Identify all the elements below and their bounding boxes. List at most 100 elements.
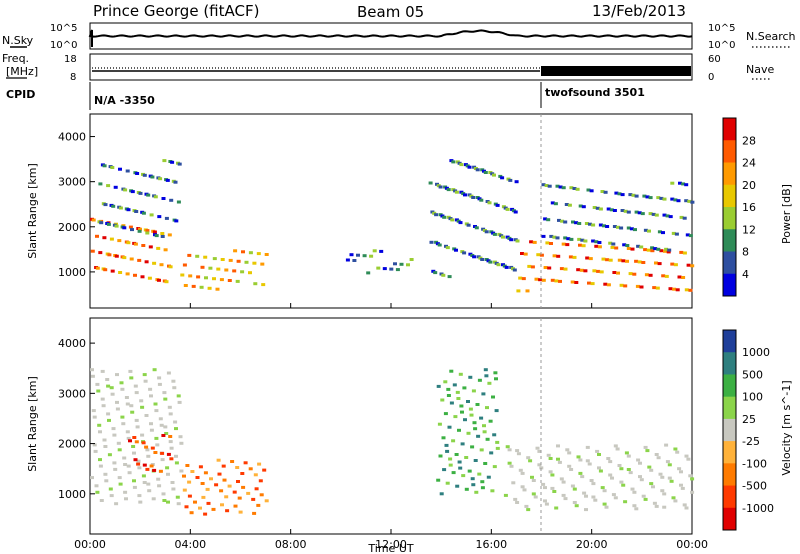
power-cell bbox=[675, 288, 680, 292]
power-cell bbox=[586, 188, 591, 192]
power-cell bbox=[556, 254, 561, 258]
power-cell bbox=[118, 206, 123, 210]
velocity-cell bbox=[225, 509, 230, 513]
velocity-cell bbox=[126, 464, 131, 468]
velocity-cell bbox=[132, 451, 136, 455]
power-cell bbox=[483, 171, 488, 174]
power-x-tickmarks bbox=[89, 303, 693, 308]
power-cell bbox=[574, 281, 579, 284]
velocity-cell bbox=[578, 471, 583, 475]
velocity-cell bbox=[171, 487, 176, 491]
velocity-cell bbox=[176, 502, 181, 506]
power-cell bbox=[614, 246, 619, 250]
power-cell bbox=[610, 245, 615, 249]
velocity-colorbar: 1000 500 100 25 -25 -100 -500 -1000 Velocity [m… bbox=[722, 329, 793, 531]
velocity-cell bbox=[100, 397, 105, 401]
velocity-cell bbox=[157, 382, 162, 386]
velocity-cell bbox=[232, 490, 237, 494]
power-cell bbox=[639, 245, 644, 249]
power-ylabel: Slant Range [km] bbox=[26, 163, 39, 259]
power-cell bbox=[636, 244, 641, 248]
power-cell bbox=[550, 278, 555, 282]
power-cell bbox=[588, 257, 593, 261]
velocity-cell bbox=[679, 483, 683, 487]
power-cell bbox=[157, 278, 161, 282]
power-cell bbox=[650, 249, 655, 253]
power-cell bbox=[505, 207, 510, 211]
nsky-tick-top: 10^5 bbox=[50, 23, 77, 34]
power-cell bbox=[154, 234, 159, 238]
power-cell bbox=[475, 168, 480, 172]
power-cell bbox=[648, 212, 653, 216]
power-cell bbox=[148, 245, 153, 249]
power-colorbar-swatch bbox=[723, 229, 736, 252]
velocity-cell bbox=[149, 394, 153, 398]
power-cell bbox=[612, 225, 617, 228]
velocity-cell bbox=[99, 499, 104, 502]
power-cell bbox=[688, 288, 693, 292]
velocity-cell bbox=[132, 479, 136, 483]
power-cell bbox=[134, 210, 139, 213]
power-cell bbox=[553, 202, 558, 206]
power-cell bbox=[399, 262, 404, 266]
velocity-cell bbox=[174, 461, 179, 465]
power-cell bbox=[639, 285, 644, 289]
power-cell bbox=[598, 207, 603, 211]
power-cell bbox=[152, 230, 157, 234]
power-cell bbox=[637, 211, 642, 215]
velocity-cell bbox=[569, 468, 574, 471]
velocity-cell bbox=[651, 485, 655, 489]
velocity-cell bbox=[593, 498, 598, 502]
velocity-cell bbox=[96, 389, 101, 393]
velocity-cell bbox=[654, 504, 659, 508]
velocity-cell bbox=[155, 443, 160, 447]
velocity-cell bbox=[105, 378, 110, 381]
velocity-cell bbox=[531, 479, 536, 482]
power-cell bbox=[590, 282, 595, 286]
power-cell bbox=[216, 267, 221, 271]
power-cell bbox=[133, 242, 138, 246]
power-cell bbox=[687, 199, 692, 203]
velocity-cell bbox=[472, 421, 477, 425]
velocity-cell bbox=[485, 406, 489, 410]
velocity-cell bbox=[211, 507, 216, 511]
velocity-cell bbox=[217, 472, 222, 476]
power-cell bbox=[655, 286, 660, 290]
velocity-cell bbox=[129, 376, 134, 380]
velocity-cell bbox=[438, 454, 443, 458]
velocity-cell bbox=[528, 459, 533, 463]
velocity-cell bbox=[171, 379, 176, 383]
power-cell bbox=[208, 266, 213, 270]
velocity-cell bbox=[526, 508, 531, 512]
velocity-cell bbox=[107, 453, 112, 457]
power-cell bbox=[126, 208, 131, 212]
power-cell bbox=[541, 183, 546, 187]
power-cell bbox=[158, 177, 163, 181]
velocity-cell bbox=[492, 465, 497, 469]
velocity-cell bbox=[140, 433, 145, 437]
power-cell bbox=[512, 268, 517, 272]
power-cell bbox=[141, 211, 146, 215]
power-cell bbox=[596, 269, 601, 273]
power-cell bbox=[674, 232, 679, 236]
power-cell bbox=[561, 186, 566, 190]
power-ytick-label: 2000 bbox=[58, 221, 86, 234]
velocity-cell bbox=[567, 451, 572, 455]
velocity-cell bbox=[477, 472, 482, 476]
nave-tick-top: 60 bbox=[708, 54, 721, 65]
power-cell bbox=[164, 216, 169, 220]
velocity-cell bbox=[130, 410, 135, 414]
velocity-cell bbox=[476, 434, 481, 438]
velocity-cell bbox=[152, 368, 157, 372]
velocity-cell bbox=[214, 483, 219, 487]
velocity-cell bbox=[654, 453, 659, 456]
power-cell bbox=[565, 243, 570, 247]
power-cell bbox=[200, 265, 205, 269]
power-cell bbox=[625, 259, 629, 263]
power-cell bbox=[578, 204, 583, 208]
power-cell bbox=[260, 262, 265, 266]
power-cell bbox=[264, 253, 269, 256]
power-cell bbox=[463, 193, 467, 197]
velocity-cell bbox=[179, 441, 184, 445]
